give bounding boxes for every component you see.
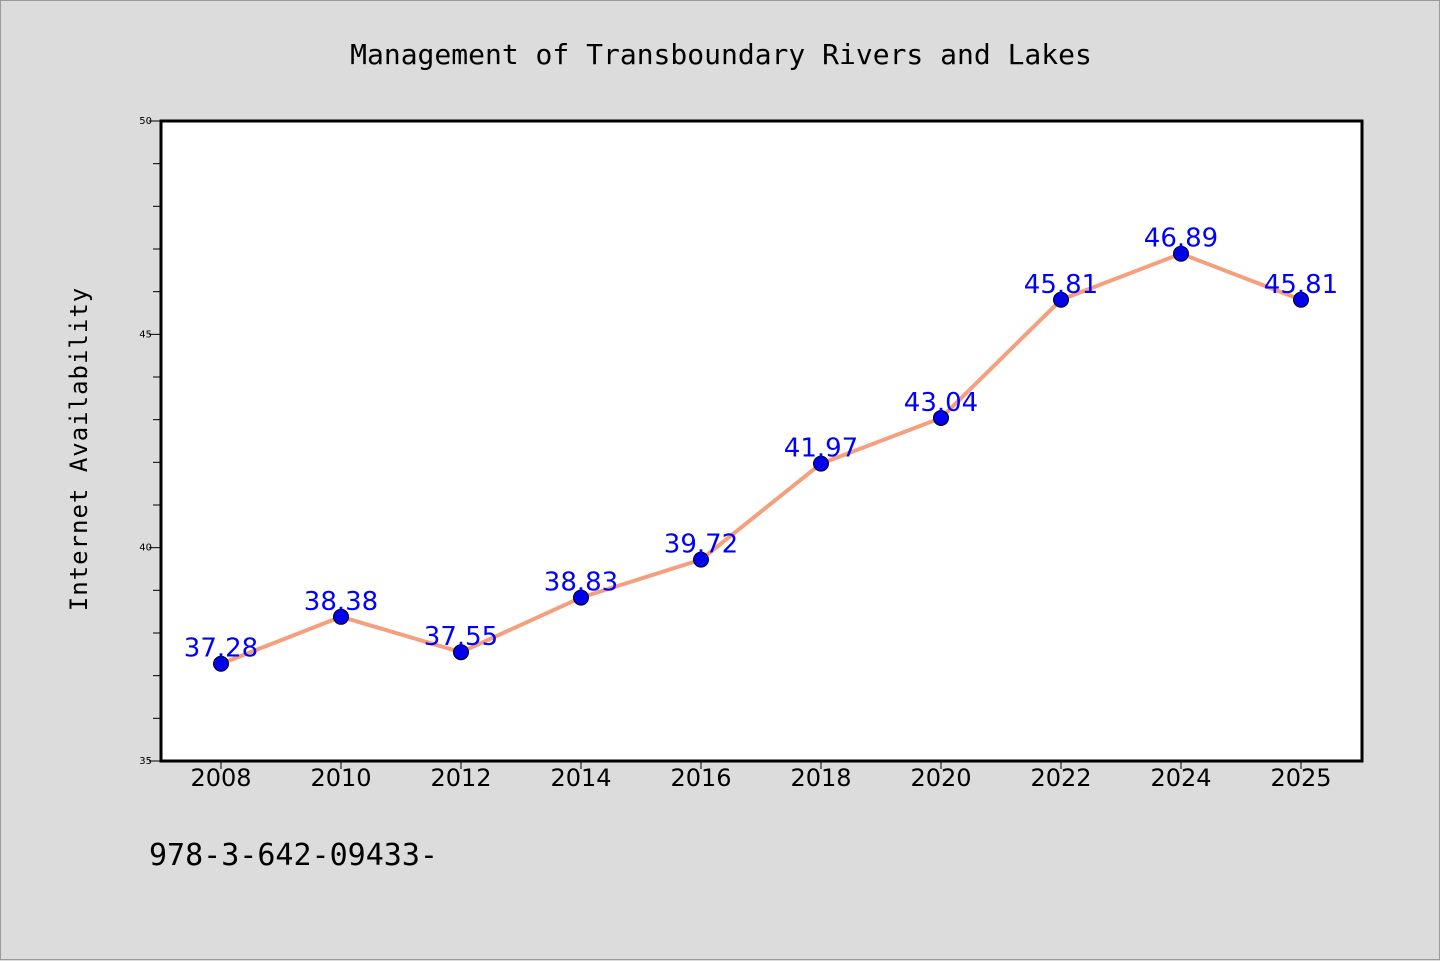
data-point <box>1173 245 1189 262</box>
series-markers <box>213 245 1309 672</box>
plot-frame <box>159 119 1364 763</box>
series-line <box>219 251 1303 666</box>
data-point <box>453 644 469 661</box>
data-point <box>693 551 709 568</box>
x-tick-label: 2018 <box>790 764 851 792</box>
data-point <box>933 409 949 426</box>
x-tick-label: 2022 <box>1030 764 1091 792</box>
data-point <box>213 655 229 672</box>
y-tick-label: 50 <box>139 116 152 127</box>
data-label: 37.28 <box>184 634 258 664</box>
data-label: 45.81 <box>1264 270 1338 300</box>
data-point <box>1053 291 1069 308</box>
x-tick-label: 2008 <box>190 764 251 792</box>
series-line-group <box>219 251 1303 666</box>
x-tick-label: 2025 <box>1270 764 1331 792</box>
data-labels: 37.28 38.38 37.55 38.83 39.72 41.97 43.04 45.81… <box>184 224 1338 664</box>
x-tick-label: 2024 <box>1150 764 1211 792</box>
data-label: 38.83 <box>544 568 618 598</box>
data-point <box>573 589 589 606</box>
data-point <box>1293 291 1309 308</box>
x-axis: 2008 2010 2012 2014 2016 2018 2020 2022 2024 2025 <box>190 761 1332 792</box>
plot-area <box>161 121 1362 761</box>
data-label: 39.72 <box>664 530 738 560</box>
y-tick-label: 45 <box>139 329 152 340</box>
y-tick-label: 40 <box>139 543 152 554</box>
footnote-text: 978-3-642-09433- <box>149 838 438 873</box>
data-label: 41.97 <box>784 434 858 464</box>
x-tick-label: 2014 <box>550 764 611 792</box>
x-tick-label: 2012 <box>430 764 491 792</box>
x-tick-label: 2020 <box>910 764 971 792</box>
data-point <box>333 608 349 625</box>
x-tick-label: 2016 <box>670 764 731 792</box>
data-label: 37.55 <box>424 622 498 652</box>
x-tick-label: 2010 <box>310 764 371 792</box>
chart-title: Management of Transboundary Rivers and L… <box>350 38 1092 71</box>
data-label: 46.89 <box>1144 224 1218 254</box>
y-axis: 35 40 45 50 <box>139 116 161 767</box>
data-label: 43.04 <box>904 388 978 418</box>
data-point <box>813 455 829 472</box>
y-axis-label: Internet Availability <box>65 287 93 611</box>
y-tick-label: 35 <box>139 756 152 767</box>
data-label: 38.38 <box>304 587 378 617</box>
data-label: 45.81 <box>1024 270 1098 300</box>
